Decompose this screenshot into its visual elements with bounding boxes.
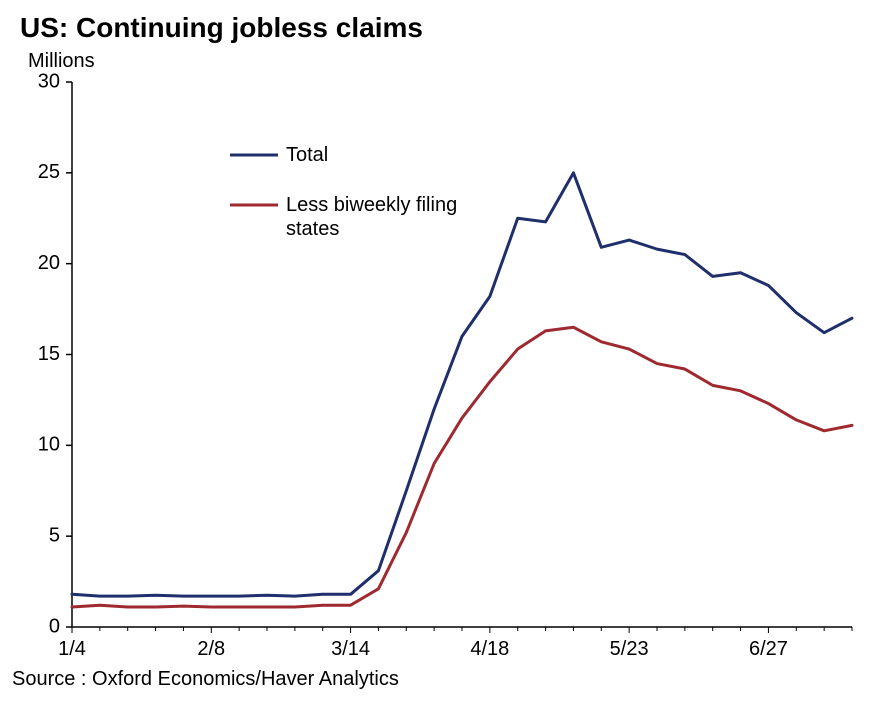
legend-label: states — [286, 218, 339, 240]
y-tick-label: 25 — [38, 161, 60, 183]
chart-svg: 0 5 10 15 20 25 30 1/4 2/8 3/14 4/18 5/23 6/27 Total L… — [0, 0, 883, 704]
x-tick-label: 1/4 — [58, 638, 86, 660]
x-tick-label: 2/8 — [197, 638, 225, 660]
x-tick-label: 4/18 — [470, 638, 509, 660]
x-tick-label: 3/14 — [331, 638, 370, 660]
legend-label: Less biweekly filing — [286, 194, 457, 216]
y-tick-label: 10 — [38, 434, 60, 456]
legend-label: Total — [286, 144, 328, 166]
y-tick-label: 30 — [38, 70, 60, 92]
y-tick-label: 0 — [49, 615, 60, 637]
chart-container: US: Continuing jobless claims Millions 0… — [0, 0, 883, 704]
y-tick-label: 15 — [38, 343, 60, 365]
x-tick-label: 5/23 — [610, 638, 649, 660]
series-line — [72, 173, 852, 596]
y-tick-label: 20 — [38, 252, 60, 274]
y-tick-label: 5 — [49, 524, 60, 546]
series-line — [72, 327, 852, 607]
source-label: Source : Oxford Economics/Haver Analytic… — [12, 668, 399, 691]
x-tick-label: 6/27 — [749, 638, 788, 660]
